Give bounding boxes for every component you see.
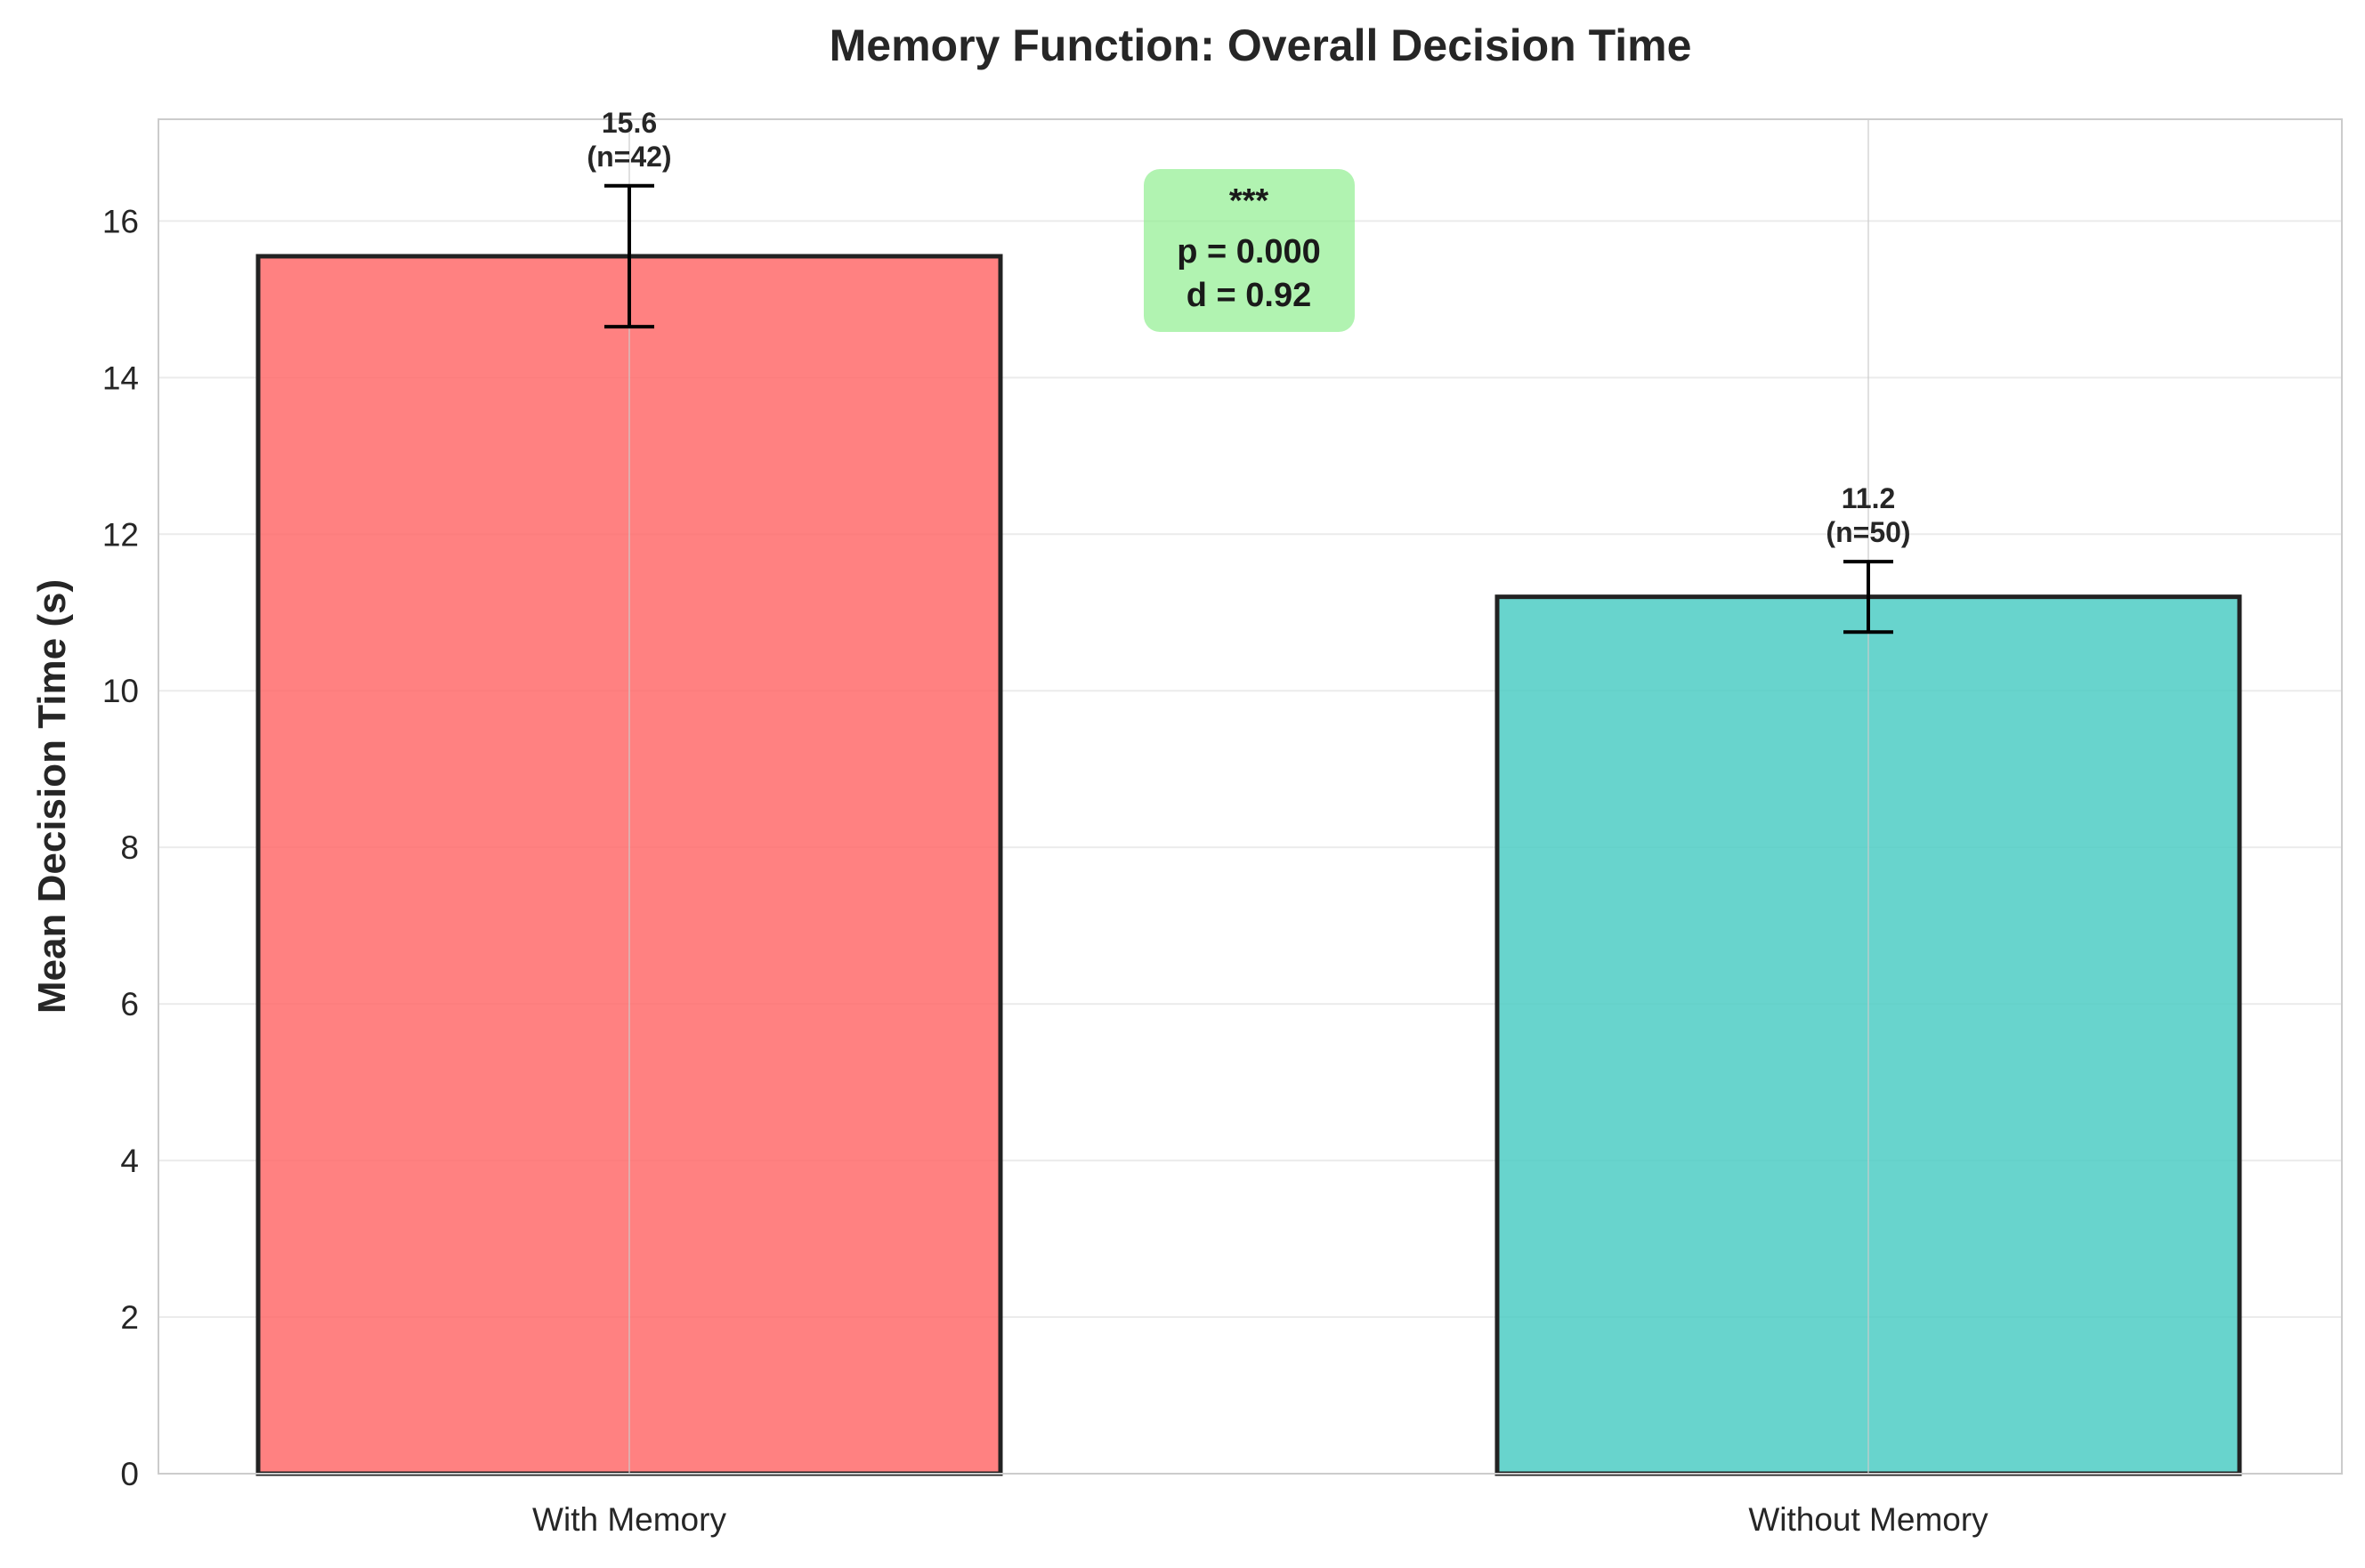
p-value-label: p = 0.000: [1177, 233, 1321, 271]
error-bar: [604, 183, 654, 329]
error-bars: [604, 183, 1893, 634]
y-tick-label: 16: [102, 203, 139, 239]
vertical-grid-lines: [628, 119, 1869, 1474]
bar-value-label: 11.2: [1842, 482, 1896, 514]
bar-n-label: (n=50): [1826, 516, 1910, 548]
bar-n-label: (n=42): [587, 141, 671, 173]
x-tick-label: Without Memory: [1748, 1501, 1988, 1538]
significance-stars: ***: [1229, 182, 1269, 220]
error-bar: [1843, 560, 1893, 634]
y-tick-label: 12: [102, 516, 139, 553]
plot-frame: [158, 118, 2343, 1475]
x-axis-ticks: With Memory Without Memory: [532, 1501, 1988, 1538]
y-tick-label: 2: [120, 1299, 139, 1336]
bar-value-label: 15.6: [602, 107, 657, 139]
y-axis-label: Mean Decision Time (s): [30, 579, 74, 1014]
y-axis-ticks: 0 2 4 6 8 10 12 14 16: [102, 203, 139, 1492]
y-tick-label: 0: [120, 1456, 139, 1492]
y-tick-label: 6: [120, 986, 139, 1022]
x-tick-label: With Memory: [532, 1501, 726, 1538]
y-tick-label: 10: [102, 673, 139, 709]
annotation-box: [1144, 169, 1355, 332]
effect-size-label: d = 0.92: [1187, 277, 1311, 314]
plot-area: [158, 118, 2343, 1476]
bar-value-labels: (n=42)15.6 (n=50)11.2: [587, 107, 1910, 548]
y-tick-label: 8: [120, 829, 139, 866]
y-tick-label: 4: [120, 1143, 139, 1179]
y-tick-label: 14: [102, 360, 139, 396]
significance-annotation: *** p = 0.000 d = 0.92: [1144, 169, 1355, 332]
chart-title: Memory Function: Overall Decision Time: [830, 20, 1692, 70]
